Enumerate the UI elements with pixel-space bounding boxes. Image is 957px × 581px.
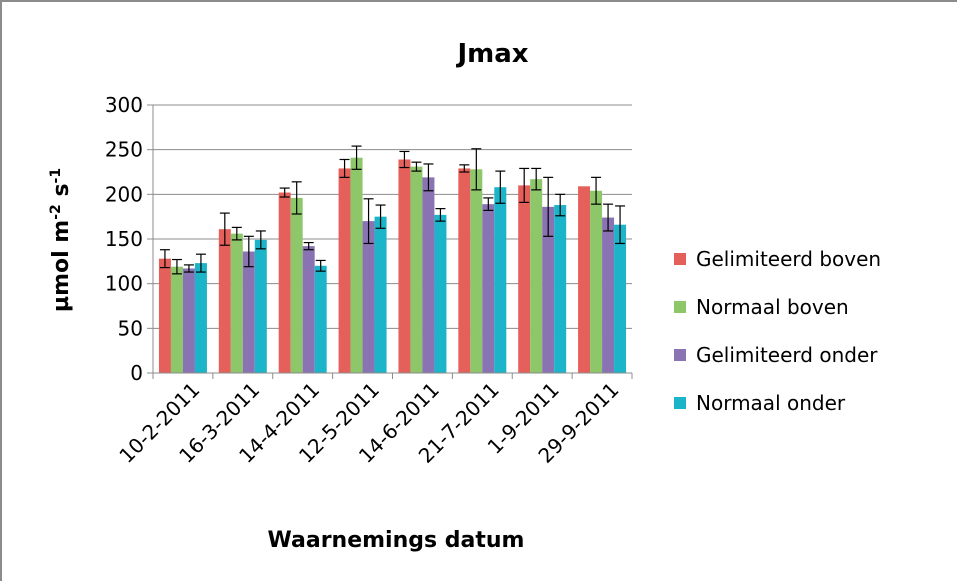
bar: [314, 265, 327, 373]
legend-label: Gelimiteerd boven: [696, 247, 881, 271]
axes: [152, 105, 633, 379]
bar: [230, 233, 243, 373]
y-axis-title: µmol m-2 s-1: [48, 168, 74, 312]
bar: [542, 206, 555, 373]
x-tick-labels: 10-2-201116-3-201114-4-201112-5-201114-6…: [114, 378, 623, 468]
x-axis-title: Waarnemings datum: [268, 528, 525, 553]
y-axis-title-part: µmol m: [49, 220, 74, 312]
legend-swatch: [674, 301, 686, 313]
legend-swatch: [674, 349, 686, 361]
legend: Gelimiteerd boven Normaal boven Gelimiteer…: [674, 247, 881, 415]
y-tick-label: 0: [130, 361, 143, 385]
y-tick-label: 250: [105, 138, 143, 162]
y-tick-label: 200: [105, 182, 143, 206]
bar: [374, 216, 387, 373]
y-tick-labels: 0 50 100 150 200 250 300: [105, 93, 143, 385]
bar: [278, 192, 291, 373]
bar: [422, 177, 435, 373]
bar: [602, 217, 615, 373]
y-axis-title-sup: -2: [48, 204, 64, 220]
bar: [482, 204, 495, 373]
bar: [494, 187, 507, 373]
bar: [362, 221, 375, 373]
bar: [470, 169, 483, 373]
bar: [242, 251, 255, 373]
bar: [254, 239, 267, 373]
y-axis-title-part: s: [49, 183, 74, 204]
bar: [410, 166, 423, 373]
legend-swatch: [674, 253, 686, 265]
chart-title: Jmax: [455, 39, 528, 69]
bar: [218, 229, 231, 373]
bar: [614, 224, 627, 373]
bar: [302, 246, 315, 373]
bar: [194, 263, 207, 373]
y-axis-title-sup: -1: [48, 168, 64, 184]
bar: [158, 258, 171, 373]
y-tick-label: 50: [118, 316, 143, 340]
bar: [458, 168, 471, 373]
bar: [578, 186, 591, 373]
bars: [158, 157, 627, 373]
y-tick-label: 100: [105, 272, 143, 296]
bar: [350, 157, 363, 373]
bar: [434, 214, 447, 373]
legend-label: Normaal boven: [696, 295, 849, 319]
bar: [338, 168, 351, 373]
y-tick-label: 150: [105, 227, 143, 251]
legend-label: Normaal onder: [696, 391, 846, 415]
bar: [398, 159, 411, 373]
bar: [518, 185, 531, 373]
legend-label: Gelimiteerd onder: [696, 343, 878, 367]
bar: [554, 205, 567, 373]
bar: [170, 266, 183, 373]
y-tick-label: 300: [105, 93, 143, 117]
error-bars: [159, 145, 626, 275]
bar: [590, 190, 603, 373]
bar: [182, 268, 195, 373]
legend-swatch: [674, 397, 686, 409]
bar: [290, 197, 303, 373]
bar: [530, 179, 543, 373]
